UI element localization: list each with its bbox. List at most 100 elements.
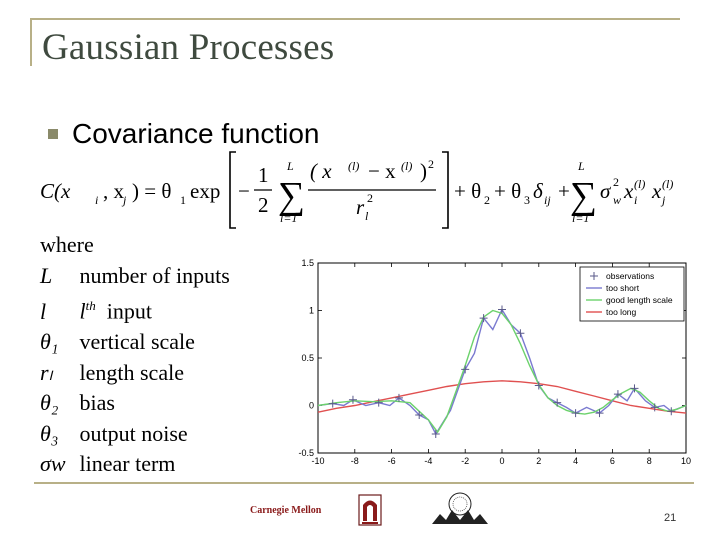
definition-symbol: L bbox=[40, 262, 53, 288]
observation-point bbox=[461, 365, 470, 374]
series-line-too-long bbox=[317, 380, 687, 414]
formula-x-2-sup: (l) bbox=[662, 177, 673, 191]
definition-text: number of inputs bbox=[79, 262, 230, 288]
x-tick-label: 10 bbox=[681, 456, 691, 466]
x-tick-label: -4 bbox=[424, 456, 432, 466]
x-tick-label: 4 bbox=[573, 456, 578, 466]
observation-point bbox=[595, 409, 604, 418]
definition-row: θ₁ vertical scale bbox=[40, 327, 280, 358]
sum-icon: ∑ bbox=[278, 175, 305, 217]
x-tick-label: 6 bbox=[610, 456, 615, 466]
formula-plus: + bbox=[558, 179, 570, 203]
definition-symbol: θ₁ bbox=[40, 329, 59, 355]
observation-point bbox=[650, 403, 659, 412]
observation-point bbox=[571, 409, 580, 418]
plot-ticks: -10 -8 -6 -4 -2 0 2 4 6 8 10 -0.5 0 0.5 1 1.5 bbox=[298, 258, 691, 466]
definition-text: linear term bbox=[79, 451, 176, 477]
page-number: 21 bbox=[664, 512, 677, 524]
definition-row: rₗ length scale bbox=[40, 358, 280, 389]
formula-theta3-sub: 3 bbox=[524, 193, 530, 207]
formula-x-2: x bbox=[651, 179, 662, 203]
observation-point bbox=[516, 329, 525, 338]
definition-text: l bbox=[79, 298, 86, 324]
formula-theta1-sub: 1 bbox=[180, 193, 186, 207]
formula-lhs-close: ) = θ bbox=[132, 179, 171, 203]
bullet-text: Covariance function bbox=[72, 118, 320, 149]
observation-point bbox=[415, 411, 424, 419]
institute-seal-icon bbox=[432, 492, 488, 524]
carnegie-mellon-logo: Carnegie Mellon bbox=[250, 505, 322, 516]
formula-sum2-top: L bbox=[577, 159, 585, 173]
footer-line bbox=[34, 482, 694, 484]
formula-x-2-sub: j bbox=[660, 193, 666, 207]
y-tick-label: -0.5 bbox=[298, 448, 314, 458]
x-tick-label: 8 bbox=[647, 456, 652, 466]
formula-sigma: σ bbox=[600, 179, 612, 203]
definition-symbol: θ₃ bbox=[40, 420, 59, 446]
formula-term-den-sub: l bbox=[365, 209, 369, 223]
formula-lhs-i: i bbox=[95, 193, 98, 207]
definition-row: σw linear term bbox=[40, 449, 280, 480]
svg-text:−: − bbox=[238, 179, 250, 203]
definition-symbol: θ₂ bbox=[40, 390, 59, 416]
formula-term-den-sq: 2 bbox=[367, 191, 373, 205]
x-tick-label: 0 bbox=[499, 456, 504, 466]
definition-text: bias bbox=[79, 390, 115, 416]
x-tick-label: -10 bbox=[311, 456, 324, 466]
formula-sigma-sub: w bbox=[613, 193, 621, 207]
definition-text: output noise bbox=[79, 420, 188, 446]
observation-point bbox=[613, 390, 622, 399]
university-crest-icon bbox=[358, 494, 382, 526]
definition-text: vertical scale bbox=[79, 329, 195, 355]
formula-delta: δ bbox=[533, 179, 544, 203]
definition-text: length scale bbox=[79, 359, 184, 385]
left-bracket bbox=[229, 151, 236, 229]
formula-plus-theta3: + θ bbox=[494, 179, 521, 203]
formula-sigma-sq: 2 bbox=[613, 175, 619, 189]
formula-lhs-j: j bbox=[121, 193, 127, 207]
observation-point bbox=[328, 399, 337, 408]
definition-rest: input bbox=[106, 298, 152, 324]
definition-sup: th bbox=[85, 298, 96, 314]
y-tick-label: 1 bbox=[309, 306, 314, 316]
formula-term-minus: − x bbox=[368, 159, 396, 183]
y-tick-label: 0.5 bbox=[301, 353, 314, 363]
formula-x-1-sub: i bbox=[634, 193, 637, 207]
observation-point bbox=[553, 398, 562, 407]
observation-point bbox=[479, 314, 488, 323]
formula-term-den: r bbox=[356, 195, 365, 219]
definition-symbol: σw bbox=[40, 451, 66, 477]
legend-label: too short bbox=[606, 283, 640, 293]
plot-series-group bbox=[317, 305, 687, 438]
gp-plot: -10 -8 -6 -4 -2 0 2 4 6 8 10 -0.5 0 0.5 1 1.5 observati… bbox=[298, 258, 691, 466]
formula-term-close: ) bbox=[420, 159, 427, 183]
sum-icon-2: ∑ bbox=[570, 175, 597, 217]
definitions-list: where L number of inputs l lth input θ₁ … bbox=[40, 230, 280, 480]
formula-sum-top: L bbox=[286, 159, 294, 173]
formula-x-1-sup: (l) bbox=[634, 177, 645, 191]
title-frame-horizontal bbox=[30, 18, 680, 20]
formula-sum2-bottom: l=1 bbox=[572, 211, 589, 225]
observation-point bbox=[431, 430, 440, 438]
formula-term-sup-2: (l) bbox=[401, 159, 412, 173]
bullet-square-icon bbox=[48, 129, 58, 139]
definition-row: L number of inputs bbox=[40, 261, 280, 292]
x-tick-label: 2 bbox=[536, 456, 541, 466]
definition-row: l lth input bbox=[40, 291, 280, 327]
formula-theta2-sub: 2 bbox=[484, 193, 490, 207]
formula-lhs: C(x bbox=[40, 179, 71, 203]
legend-label: observations bbox=[606, 271, 654, 281]
formula-exp: exp bbox=[190, 179, 220, 203]
x-tick-label: -2 bbox=[461, 456, 469, 466]
series-line-good-length-scale bbox=[317, 309, 687, 434]
observation-point bbox=[630, 384, 639, 393]
definition-symbol: rₗ bbox=[40, 359, 53, 385]
observation-point bbox=[394, 393, 403, 402]
observation-point bbox=[374, 398, 383, 407]
formula-plus-theta2: + θ bbox=[454, 179, 481, 203]
plot-legend: observations too short good length scale to… bbox=[579, 266, 685, 322]
y-tick-label: 1.5 bbox=[301, 258, 314, 268]
formula-term-sq: 2 bbox=[428, 157, 434, 171]
x-tick-label: -6 bbox=[388, 456, 396, 466]
formula-x-1: x bbox=[623, 179, 634, 203]
